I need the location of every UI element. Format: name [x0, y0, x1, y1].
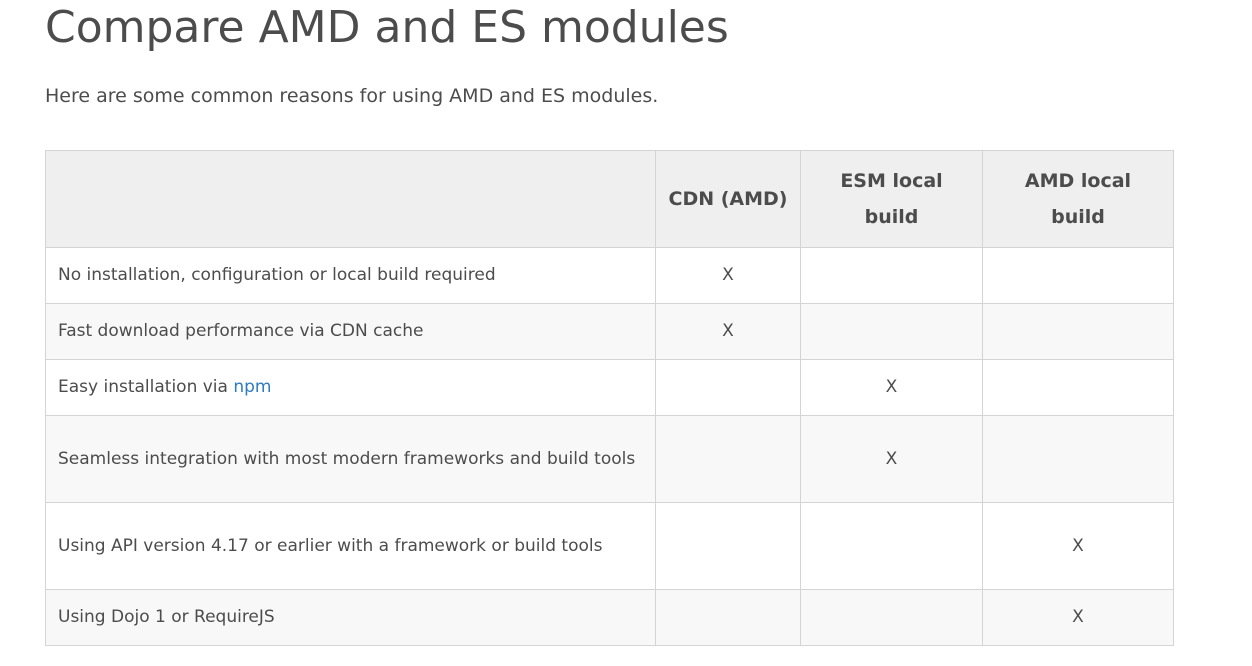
amd-cell	[982, 359, 1174, 416]
cdn-cell	[655, 359, 801, 416]
esm-cell	[800, 247, 983, 304]
table-header-row: CDN (AMD) ESM local build AMD local buil…	[45, 150, 1174, 248]
table-row: Seamless integration with most modern fr…	[45, 415, 1174, 503]
reason-cell: Using Dojo 1 or RequireJS	[45, 589, 656, 646]
intro-text: Here are some common reasons for using A…	[45, 85, 659, 107]
cdn-cell	[655, 415, 801, 503]
reason-cell: Seamless integration with most modern fr…	[45, 415, 656, 503]
header-reason	[45, 150, 656, 248]
table-row: Using Dojo 1 or RequireJS X	[45, 589, 1174, 646]
esm-cell	[800, 589, 983, 646]
esm-cell: X	[800, 359, 983, 416]
amd-cell: X	[982, 589, 1174, 646]
reason-cell: Easy installation via npm	[45, 359, 656, 416]
header-cdn-amd: CDN (AMD)	[655, 150, 801, 248]
table-row: Fast download performance via CDN cache …	[45, 303, 1174, 360]
header-esm-local-build: ESM local build	[800, 150, 983, 248]
amd-cell	[982, 247, 1174, 304]
amd-cell: X	[982, 502, 1174, 590]
npm-link[interactable]: npm	[233, 377, 272, 397]
esm-cell	[800, 303, 983, 360]
table-row: No installation, configuration or local …	[45, 247, 1174, 304]
reason-cell: Using API version 4.17 or earlier with a…	[45, 502, 656, 590]
table-row: Easy installation via npm X	[45, 359, 1174, 416]
amd-cell	[982, 415, 1174, 503]
reason-cell: Fast download performance via CDN cache	[45, 303, 656, 360]
header-amd-local-build: AMD local build	[982, 150, 1174, 248]
cdn-cell: X	[655, 303, 801, 360]
page-title: Compare AMD and ES modules	[45, 2, 729, 53]
reason-text: Easy installation via	[58, 377, 234, 397]
table-row: Using API version 4.17 or earlier with a…	[45, 502, 1174, 590]
comparison-table: CDN (AMD) ESM local build AMD local buil…	[45, 150, 1174, 646]
esm-cell	[800, 502, 983, 590]
cdn-cell	[655, 589, 801, 646]
amd-cell	[982, 303, 1174, 360]
cdn-cell: X	[655, 247, 801, 304]
esm-cell: X	[800, 415, 983, 503]
reason-cell: No installation, configuration or local …	[45, 247, 656, 304]
cdn-cell	[655, 502, 801, 590]
